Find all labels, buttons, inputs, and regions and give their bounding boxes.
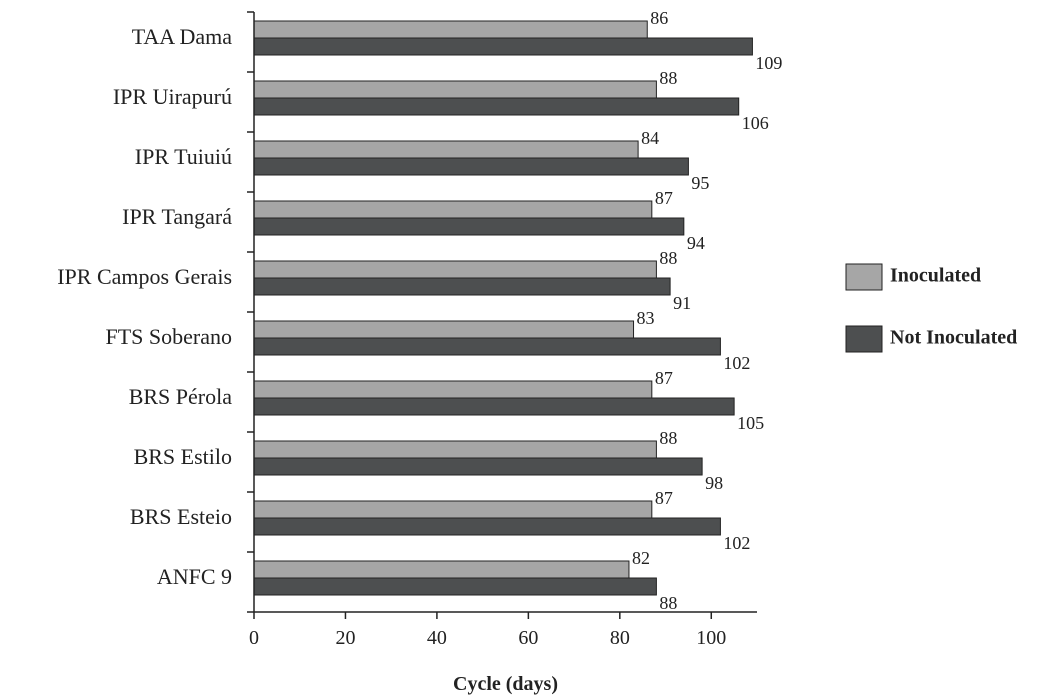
data-label-inoculated-taa-dama: 86 (650, 8, 668, 28)
data-label-not-inoculated-brs-esteio: 102 (723, 533, 750, 553)
bar-inoculated-ipr-campos-gerais (253, 260, 657, 279)
bar-not-inoculated-ipr-uirapuru (253, 97, 740, 116)
category-label-anfc-9: ANFC 9 (157, 564, 232, 589)
bar-not-inoculated-ipr-campos-gerais (253, 277, 671, 296)
x-tick-label-20: 20 (335, 627, 355, 649)
legend-swatch-inoculated (845, 263, 883, 291)
category-label-taa-dama: TAA Dama (132, 24, 233, 49)
data-label-not-inoculated-fts-soberano: 102 (723, 353, 750, 373)
category-label-ipr-tangara: IPR Tangará (122, 204, 232, 229)
data-label-not-inoculated-ipr-tangara: 94 (687, 233, 705, 253)
data-label-inoculated-ipr-tangara: 87 (655, 188, 673, 208)
bar-not-inoculated-brs-esteio (253, 517, 721, 536)
x-tick-label-80: 80 (610, 627, 630, 649)
legend-label-inoculated: Inoculated (890, 265, 981, 287)
category-label-brs-estilo: BRS Estilo (134, 444, 232, 469)
category-label-fts-soberano: FTS Soberano (106, 324, 233, 349)
data-label-not-inoculated-ipr-uirapuru: 106 (742, 113, 769, 133)
data-label-inoculated-fts-soberano: 83 (637, 308, 655, 328)
data-label-not-inoculated-brs-estilo: 98 (705, 473, 723, 493)
bar-not-inoculated-brs-estilo (253, 457, 703, 476)
x-tick-label-0: 0 (249, 627, 259, 649)
data-label-inoculated-anfc-9: 82 (632, 548, 650, 568)
data-label-inoculated-ipr-tuiuiu: 84 (641, 128, 659, 148)
bar-not-inoculated-fts-soberano (253, 337, 721, 356)
bar-not-inoculated-ipr-tuiuiu (253, 157, 689, 176)
legend-label-not-inoculated: Not Inoculated (890, 327, 1017, 349)
x-tick-label-40: 40 (427, 627, 447, 649)
bar-inoculated-taa-dama (253, 20, 648, 39)
legend: Inoculated Not Inoculated (845, 263, 1017, 353)
data-label-inoculated-ipr-campos-gerais: 88 (659, 248, 677, 268)
bar-inoculated-brs-perola (253, 380, 653, 399)
axes-layer (253, 12, 757, 613)
x-tick-label-60: 60 (518, 627, 538, 649)
data-label-not-inoculated-brs-perola: 105 (737, 413, 764, 433)
data-label-not-inoculated-ipr-campos-gerais: 91 (673, 293, 691, 313)
category-label-ipr-tuiuiu: IPR Tuiuiú (135, 144, 232, 169)
category-label-ipr-campos-gerais: IPR Campos Gerais (57, 264, 232, 289)
bar-inoculated-ipr-uirapuru (253, 80, 657, 99)
data-label-inoculated-brs-estilo: 88 (659, 428, 677, 448)
data-label-not-inoculated-anfc-9: 88 (659, 593, 677, 613)
data-label-not-inoculated-ipr-tuiuiu: 95 (691, 173, 709, 193)
labels-layer: TAA Dama 86 109 IPR Uirapurú 88 106 IPR Tuiuiú… (57, 8, 782, 649)
bar-inoculated-brs-esteio (253, 500, 653, 519)
x-tick-label-100: 100 (696, 627, 726, 649)
bar-inoculated-anfc-9 (253, 560, 630, 579)
bar-inoculated-brs-estilo (253, 440, 657, 459)
data-label-inoculated-ipr-uirapuru: 88 (659, 68, 677, 88)
bar-not-inoculated-brs-perola (253, 397, 735, 416)
data-label-inoculated-brs-esteio: 87 (655, 488, 673, 508)
data-label-not-inoculated-taa-dama: 109 (755, 53, 782, 73)
bar-not-inoculated-taa-dama (253, 37, 753, 56)
category-label-brs-esteio: BRS Esteio (130, 504, 232, 529)
data-label-inoculated-brs-perola: 87 (655, 368, 673, 388)
bar-inoculated-ipr-tangara (253, 200, 653, 219)
bar-inoculated-ipr-tuiuiu (253, 140, 639, 159)
bar-not-inoculated-ipr-tangara (253, 217, 685, 236)
bar-inoculated-fts-soberano (253, 320, 635, 339)
bar-not-inoculated-anfc-9 (253, 577, 657, 596)
category-label-brs-perola: BRS Pérola (129, 384, 233, 409)
legend-swatch-not-inoculated (845, 325, 883, 353)
category-label-ipr-uirapuru: IPR Uirapurú (113, 84, 232, 109)
x-axis-title: Cycle (days) (453, 673, 558, 695)
